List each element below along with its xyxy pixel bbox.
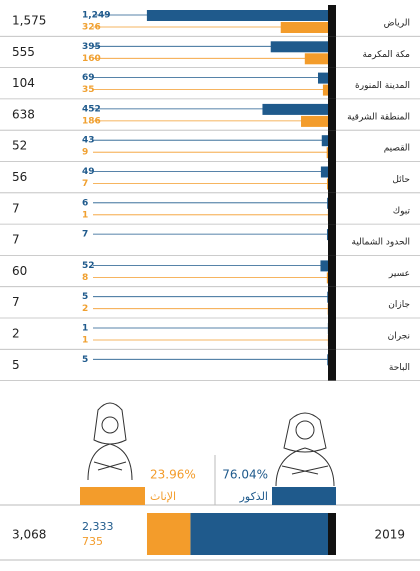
value-label: 160 <box>82 54 101 64</box>
value-label: 735 <box>82 535 103 548</box>
row-edge <box>328 224 336 256</box>
value-label: 1 <box>82 336 88 346</box>
value-label: 1,249 <box>82 11 110 21</box>
value-label: 1 <box>82 324 88 334</box>
total-label: 7 <box>12 233 20 247</box>
row-edge <box>328 349 336 381</box>
region-label: مكة المكرمة <box>362 50 410 60</box>
value-label: 2,333 <box>82 520 114 533</box>
bar <box>326 229 328 241</box>
region-label: المدينة المنورة <box>355 81 410 91</box>
row-edge <box>328 36 336 68</box>
value-label: 9 <box>82 148 88 158</box>
total-label: 5 <box>12 358 20 372</box>
share-name: الذكور <box>239 490 268 503</box>
row-edge <box>328 192 336 225</box>
value-label: 52 <box>82 261 95 271</box>
region-label: الباحة <box>389 363 410 373</box>
total-label: 2 <box>12 327 20 341</box>
bar <box>280 22 328 33</box>
total-label: 104 <box>12 76 35 90</box>
total-label: 52 <box>12 139 27 153</box>
bar <box>320 166 328 178</box>
bar <box>322 84 328 96</box>
region-label: عسير <box>388 269 410 279</box>
share-label: 23.96% <box>150 468 196 482</box>
bar <box>146 10 328 21</box>
value-label: 69 <box>82 73 95 83</box>
value-label: 2 <box>82 304 88 314</box>
value-label: 452 <box>82 104 101 114</box>
total-label: 60 <box>12 264 27 278</box>
bar <box>262 103 328 115</box>
bar <box>327 197 328 209</box>
row-edge <box>328 286 336 318</box>
row-edge <box>328 130 336 162</box>
bar <box>304 53 328 65</box>
region-label: الرياض <box>384 19 410 29</box>
share-block <box>80 487 145 505</box>
bar <box>327 291 328 303</box>
value-label: 186 <box>82 116 101 126</box>
row-edge <box>328 161 336 193</box>
value-label: 43 <box>82 136 95 146</box>
male-figure <box>275 412 335 487</box>
region-label: جازان <box>388 300 410 310</box>
value-label: 5 <box>82 292 88 302</box>
bar <box>326 147 328 159</box>
region-label: حائل <box>392 175 410 185</box>
total-label: 7 <box>12 295 20 309</box>
row-edge <box>328 255 336 287</box>
total-label: 7 <box>12 201 20 215</box>
region-label: نجران <box>388 332 410 342</box>
region-label: الحدود الشمالية <box>352 238 411 248</box>
value-label: 395 <box>82 42 101 52</box>
female-figure <box>87 402 133 481</box>
bar <box>190 513 328 555</box>
summary-total: 3,068 <box>12 528 46 542</box>
total-label: 1,575 <box>12 14 46 28</box>
total-label: 56 <box>12 170 27 184</box>
bar <box>326 178 328 190</box>
share-block <box>272 487 336 505</box>
row-edge <box>328 5 336 37</box>
bar <box>301 115 328 127</box>
value-label: 7 <box>82 230 88 240</box>
bar <box>270 41 328 53</box>
region-label: المنطقة الشرقية <box>347 112 410 122</box>
value-label: 326 <box>82 23 101 33</box>
row-edge <box>328 318 336 350</box>
share-name: الإناث <box>150 490 176 503</box>
total-label: 555 <box>12 45 35 59</box>
value-label: 5 <box>82 355 88 365</box>
bar <box>146 513 191 555</box>
value-label: 6 <box>82 198 88 208</box>
total-label: 638 <box>12 107 35 121</box>
bar <box>326 272 328 284</box>
value-label: 8 <box>82 273 88 283</box>
bar <box>321 135 328 147</box>
value-label: 1 <box>82 210 88 220</box>
bar <box>317 72 328 84</box>
share-label: 76.04% <box>222 468 268 482</box>
value-label: 49 <box>82 167 95 177</box>
summary-year: 2019 <box>374 528 405 542</box>
value-label: 7 <box>82 179 88 189</box>
bar <box>320 260 328 272</box>
row-edge <box>328 98 336 131</box>
value-label: 35 <box>82 85 95 95</box>
bar <box>327 354 328 366</box>
region-label: تبوك <box>393 206 411 216</box>
row-edge <box>328 67 336 99</box>
region-label: القصيم <box>384 144 410 154</box>
row-edge <box>328 513 336 555</box>
